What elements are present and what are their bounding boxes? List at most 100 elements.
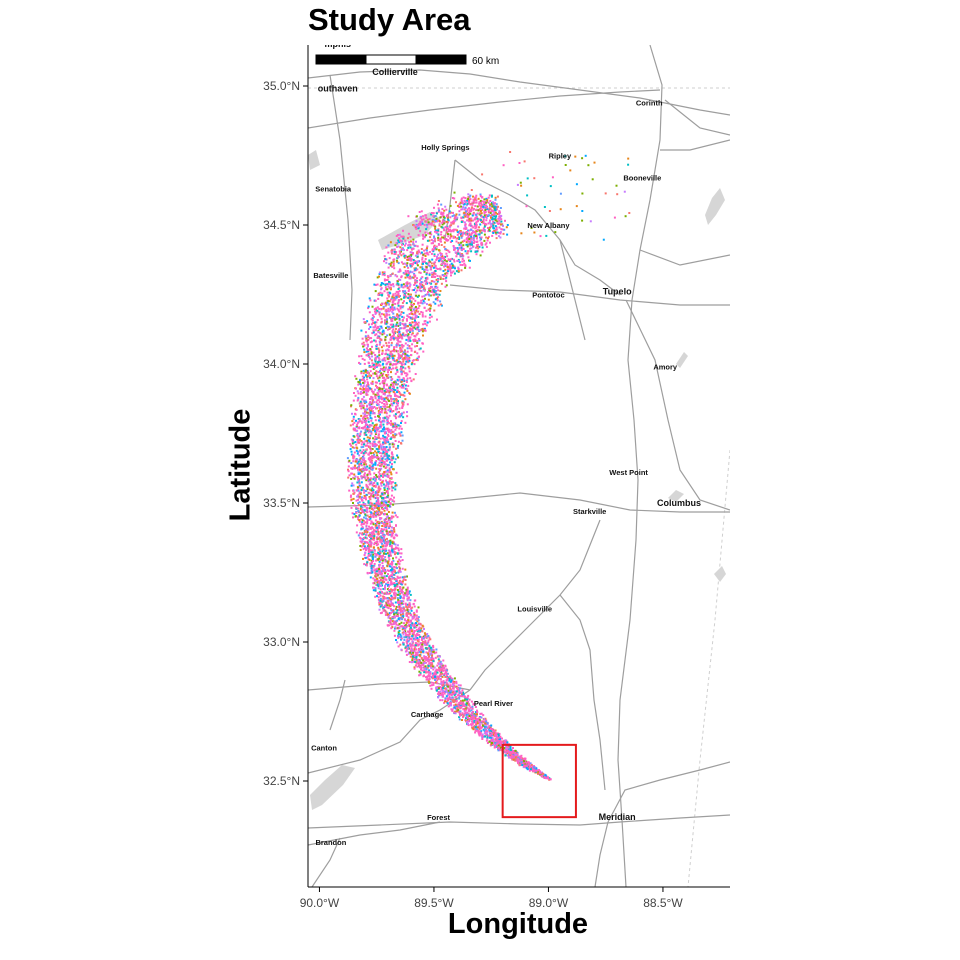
plume-point xyxy=(452,230,455,233)
plume-point xyxy=(432,212,435,215)
plume-point xyxy=(375,311,378,314)
plume-point xyxy=(483,202,486,204)
plume-point xyxy=(397,633,400,635)
plume-point xyxy=(361,404,364,407)
plume-point xyxy=(365,547,368,550)
plume-point xyxy=(409,593,412,596)
plume-point xyxy=(368,516,371,518)
plume-point xyxy=(384,438,387,441)
plume-point xyxy=(409,603,412,606)
plume-point xyxy=(377,403,380,406)
plume-point xyxy=(394,380,397,383)
plume-point xyxy=(356,399,359,402)
plume-point xyxy=(414,260,417,263)
plume-point xyxy=(429,684,432,687)
plume-point xyxy=(391,451,393,454)
plume-point xyxy=(498,215,501,218)
plume-point xyxy=(386,482,388,485)
plume-point xyxy=(489,226,491,229)
plume-point xyxy=(402,578,405,581)
plume-point xyxy=(360,420,363,423)
plume-point xyxy=(445,274,448,277)
plume-point xyxy=(358,532,361,535)
plume-point xyxy=(478,734,481,737)
plume-point xyxy=(460,208,463,211)
plume-point xyxy=(429,652,432,655)
plume-point xyxy=(505,750,507,753)
plume-point xyxy=(453,704,456,707)
plume-point xyxy=(394,458,397,461)
plume-point xyxy=(378,580,381,583)
plume-point xyxy=(422,659,425,662)
plume-point xyxy=(395,546,397,549)
plume-point xyxy=(418,663,421,666)
plume-point xyxy=(424,670,427,673)
plume-point xyxy=(408,359,411,362)
plume-point xyxy=(455,685,458,688)
plume-point xyxy=(402,600,405,603)
plume-point xyxy=(363,421,366,423)
plume-point xyxy=(376,475,378,478)
plume-point xyxy=(390,371,392,374)
plume-point xyxy=(424,231,427,234)
plume-point xyxy=(468,266,471,269)
plume-point xyxy=(365,391,368,394)
plume-point xyxy=(439,699,442,702)
plume-point xyxy=(470,208,473,211)
plume-point xyxy=(509,747,512,750)
plume-point xyxy=(406,282,409,285)
plume-point xyxy=(361,427,363,430)
plume-point xyxy=(422,323,425,326)
plume-point xyxy=(384,463,387,466)
plume-point xyxy=(483,229,486,232)
plume-point xyxy=(432,215,435,218)
plume-point xyxy=(386,544,388,547)
plume-point xyxy=(498,219,501,222)
plume-point xyxy=(353,429,356,432)
plume-point xyxy=(469,240,472,243)
plume-point xyxy=(362,489,365,492)
plume-point xyxy=(384,586,386,589)
plume-point xyxy=(423,655,426,658)
plume-point xyxy=(361,450,364,453)
plume-point xyxy=(506,749,508,751)
plume-point xyxy=(372,560,375,562)
plume-point xyxy=(390,400,393,403)
plume-point xyxy=(399,625,402,628)
plume-point xyxy=(363,380,366,383)
plume-point xyxy=(392,515,395,518)
plume-point xyxy=(395,383,398,386)
plume-point xyxy=(391,398,394,401)
plume-point xyxy=(361,378,364,381)
plume-point xyxy=(421,243,424,246)
plume-point xyxy=(390,600,392,603)
plume-point xyxy=(418,339,421,342)
plume-point xyxy=(393,253,396,255)
road xyxy=(308,821,441,846)
plume-point xyxy=(391,250,394,253)
plume-point xyxy=(382,504,385,507)
plume-point xyxy=(402,380,405,383)
plume-point xyxy=(399,556,402,558)
plume-point xyxy=(381,312,383,315)
plume-point xyxy=(357,398,360,401)
plume-point xyxy=(394,601,397,604)
plume-point xyxy=(398,603,401,606)
plume-point xyxy=(399,597,402,600)
plume-point xyxy=(391,349,394,352)
plume-point xyxy=(403,292,406,295)
plume-point xyxy=(378,445,381,448)
plume-point xyxy=(375,327,378,330)
plume-point xyxy=(366,381,369,384)
plume-point xyxy=(391,589,394,592)
plume-point xyxy=(377,537,380,540)
plume-point xyxy=(375,554,378,557)
plume-point xyxy=(362,449,365,452)
plume-point xyxy=(409,612,412,615)
plume-point xyxy=(426,282,428,285)
plume-point xyxy=(416,286,419,289)
plume-point xyxy=(405,647,408,650)
plume-point xyxy=(377,570,380,573)
plume-point xyxy=(393,389,395,391)
plume-point xyxy=(375,431,378,434)
